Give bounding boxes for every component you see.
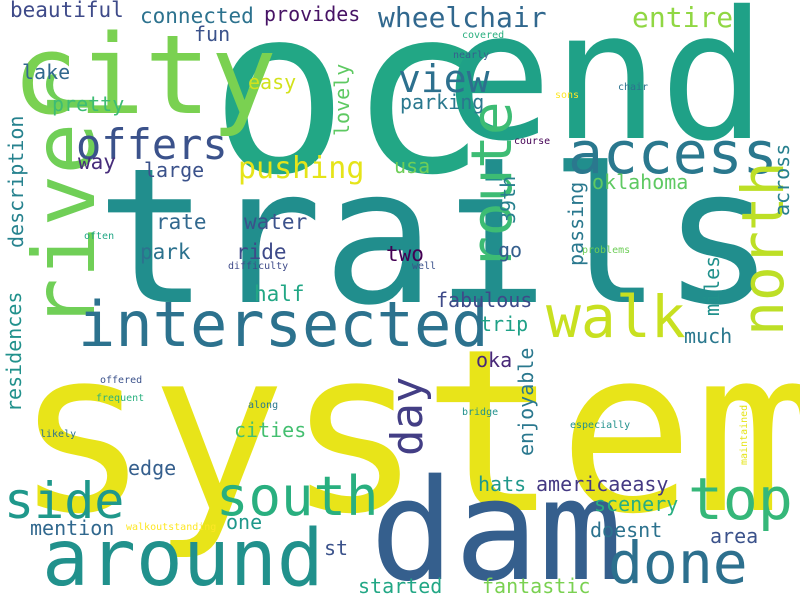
word: easy <box>248 70 297 94</box>
word: fun <box>194 22 231 46</box>
word: fantastic <box>482 574 591 598</box>
word: access <box>568 119 778 187</box>
word: oka <box>476 348 513 372</box>
word: trip <box>480 312 529 336</box>
word: difficulty <box>228 261 289 272</box>
word: description <box>4 115 28 248</box>
word: edge <box>128 456 177 480</box>
word: scenery <box>594 492 679 516</box>
word: provides <box>264 2 361 26</box>
word: bridge <box>462 407 499 418</box>
word: intersected <box>78 288 489 361</box>
word: half <box>254 282 305 306</box>
word: cities <box>234 418 307 442</box>
word: park <box>140 240 191 264</box>
word: lovely <box>330 63 354 136</box>
word: large <box>144 158 205 182</box>
word: chair <box>618 82 649 93</box>
word: offers <box>76 120 228 169</box>
word: connected <box>140 4 254 28</box>
word: well <box>412 261 437 272</box>
word: st <box>324 536 349 560</box>
word: beautiful <box>10 0 124 22</box>
word: around <box>42 514 324 600</box>
word: side <box>4 472 125 530</box>
word: south <box>216 465 379 528</box>
word: system <box>14 301 800 564</box>
word: pushing <box>238 151 365 186</box>
word: water <box>244 210 308 234</box>
word: offered <box>100 375 143 386</box>
word: americaeasy <box>536 472 669 496</box>
word: across <box>770 143 794 216</box>
word: lake <box>22 60 71 84</box>
word: parking <box>400 90 485 114</box>
word: trails <box>96 128 776 347</box>
word: course <box>514 136 551 147</box>
word: dam <box>370 450 623 600</box>
word: frequent <box>96 393 145 404</box>
word: nearly <box>453 50 490 61</box>
word: view <box>398 57 490 101</box>
word: pretty <box>52 92 125 116</box>
word: walkoutstanding <box>126 522 217 533</box>
word: doesnt <box>590 518 663 542</box>
word: mention <box>30 516 115 540</box>
word: way <box>78 150 116 174</box>
word: likely <box>40 429 77 440</box>
word: wheelchair <box>378 1 547 34</box>
word: much <box>684 324 733 348</box>
word: ride <box>236 240 287 264</box>
word: day <box>382 376 433 456</box>
word: go <box>498 238 523 262</box>
word: city <box>12 11 277 139</box>
word: entire <box>632 1 734 34</box>
word: started <box>358 574 443 598</box>
word: covered <box>462 30 505 41</box>
word: usa <box>394 154 431 178</box>
word: enjoyable <box>514 347 538 456</box>
word: along <box>248 400 279 411</box>
word: 39th <box>496 175 520 224</box>
word: sons <box>555 90 580 101</box>
word: hats <box>478 472 527 496</box>
word: miles <box>700 255 724 316</box>
word: residences <box>2 291 26 412</box>
word: end <box>445 0 767 180</box>
word: especially <box>570 420 631 431</box>
word: often <box>84 231 115 242</box>
word: area <box>710 524 759 548</box>
word: oklahoma <box>592 170 689 194</box>
word: two <box>386 242 424 266</box>
word: done <box>608 529 748 597</box>
word: rate <box>156 210 207 234</box>
word: oc <box>210 0 487 226</box>
word: fabulous <box>436 288 533 312</box>
word: walk <box>546 283 686 351</box>
word: one <box>226 510 263 534</box>
word: problems <box>582 245 631 256</box>
word: maintained <box>739 404 750 465</box>
word: top <box>688 465 793 533</box>
